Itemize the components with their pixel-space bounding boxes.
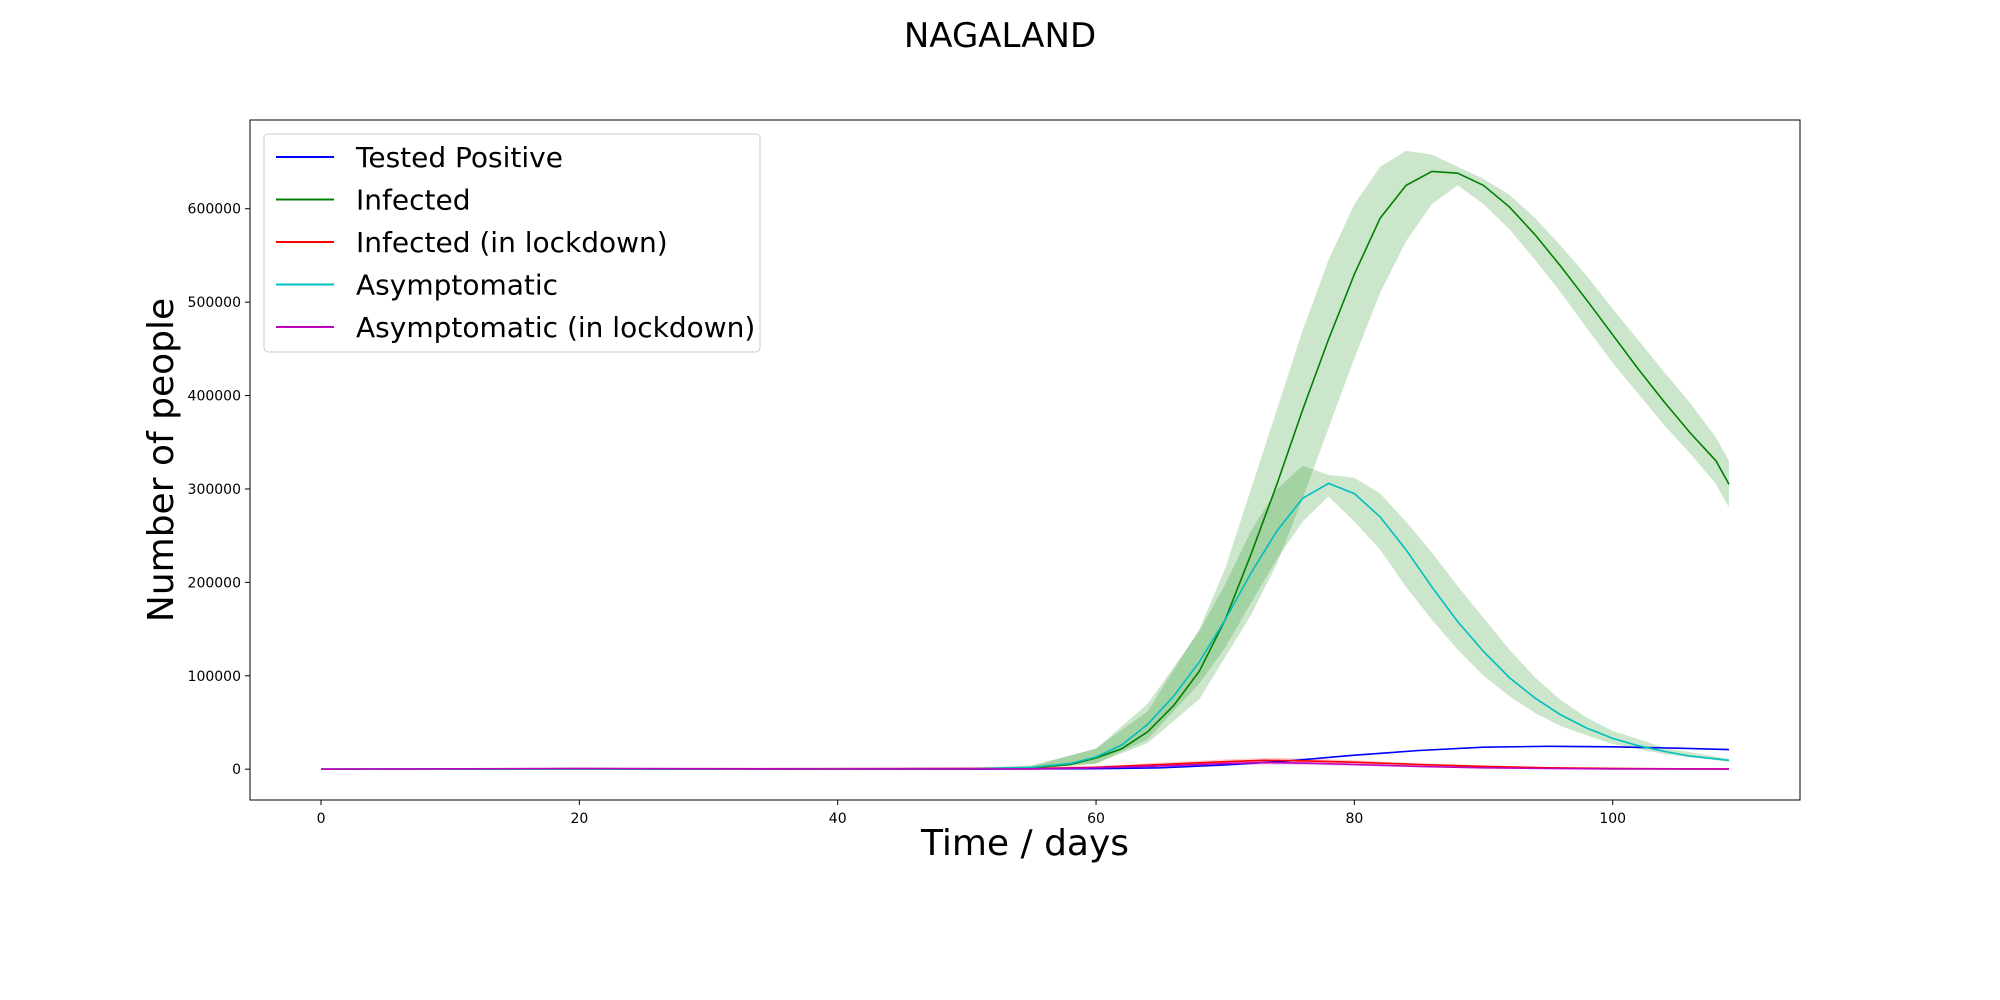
- legend-label-tested-positive: Tested Positive: [355, 141, 563, 174]
- series-line-asymptomatic-in-lockdown: [320, 761, 1730, 770]
- legend-label-infected: Infected: [356, 184, 470, 217]
- plot-frame: [249, 119, 1801, 801]
- y-tick-label: 500000: [188, 295, 241, 311]
- x-tick-label: 80: [1345, 811, 1363, 827]
- y-axis: 0 100000 200000 300000 400000 500000 600000: [188, 202, 250, 778]
- legend-label-asymptomatic-in-lockdown: Asymptomatic (in lockdown): [356, 311, 755, 344]
- x-axis: 0 20 40 60 80 100: [317, 800, 1626, 827]
- legend: Tested Positive Infected Infected (in lock…: [263, 133, 761, 353]
- y-tick-label: 200000: [188, 575, 241, 591]
- x-tick-label: 40: [829, 811, 847, 827]
- y-tick-label: 300000: [188, 482, 241, 498]
- series-lines: [320, 170, 1730, 770]
- x-tick-label: 100: [1599, 811, 1626, 827]
- series-line-infected: [320, 170, 1730, 770]
- band-asymptomatic: [321, 465, 1729, 770]
- legend-label-asymptomatic: Asymptomatic: [356, 269, 558, 302]
- x-tick-label: 60: [1087, 811, 1105, 827]
- legend-box: [263, 133, 761, 353]
- series-line-tested-positive: [321, 745, 1730, 770]
- series-line-asymptomatic: [320, 482, 1730, 770]
- x-tick-label: 0: [317, 811, 326, 827]
- chart-title: NAGALAND: [904, 16, 1096, 56]
- y-tick-label: 400000: [188, 389, 241, 405]
- y-tick-label: 0: [232, 762, 241, 778]
- x-axis-label: Time / days: [920, 823, 1129, 864]
- x-tick-label: 20: [570, 811, 588, 827]
- legend-label-infected-in-lockdown: Infected (in lockdown): [356, 226, 668, 259]
- y-tick-label: 600000: [188, 202, 241, 218]
- y-axis-label: Number of people: [141, 298, 182, 622]
- y-tick-label: 100000: [188, 669, 241, 685]
